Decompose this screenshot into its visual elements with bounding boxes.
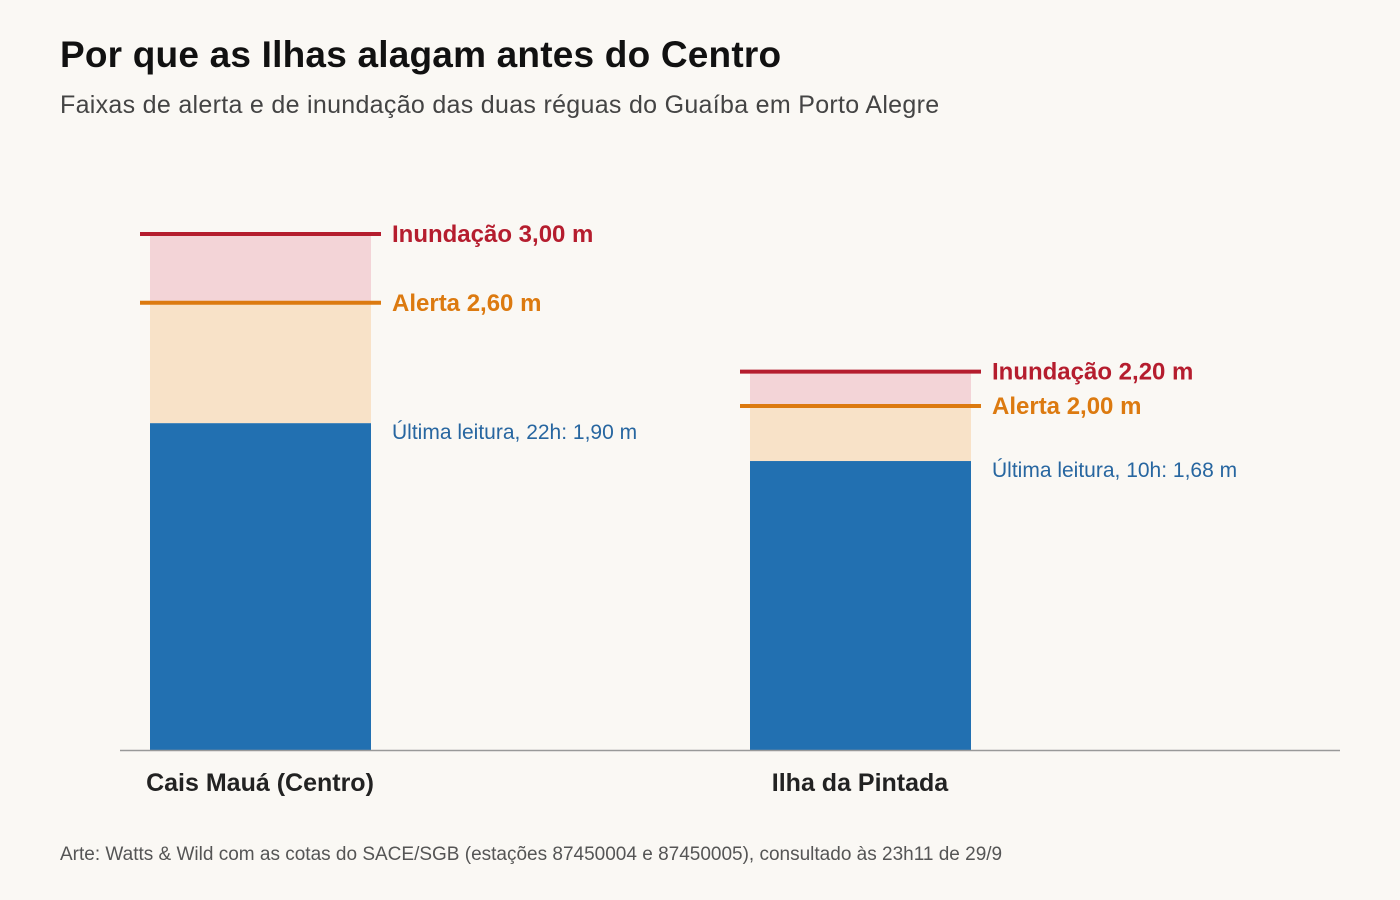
reading-label: Última leitura, 22h: 1,90 m [392, 421, 637, 444]
alert-label: Alerta 2,60 m [392, 290, 541, 317]
flood-band [150, 234, 371, 303]
category-label: Ilha da Pintada [772, 769, 950, 797]
flood-label: Inundação 3,00 m [392, 221, 593, 248]
alert-label: Alerta 2,00 m [992, 393, 1141, 420]
level-bar [150, 423, 371, 750]
gauge-chart: Inundação 3,00 m Alerta 2,60 m Última leit… [120, 221, 1340, 797]
category-label: Cais Mauá (Centro) [146, 769, 374, 797]
alert-band [750, 406, 971, 462]
alert-band [150, 302, 371, 424]
reading-label: Última leitura, 10h: 1,68 m [992, 459, 1237, 482]
level-bar [750, 461, 971, 750]
flood-band [750, 371, 971, 406]
chart-subtitle: Faixas de alerta e de inundação das duas… [60, 91, 940, 119]
source-note: Arte: Watts & Wild com as cotas do SACE/… [60, 844, 1003, 865]
flood-label: Inundação 2,20 m [992, 359, 1193, 386]
chart-title: Por que as Ilhas alagam antes do Centro [60, 34, 782, 75]
